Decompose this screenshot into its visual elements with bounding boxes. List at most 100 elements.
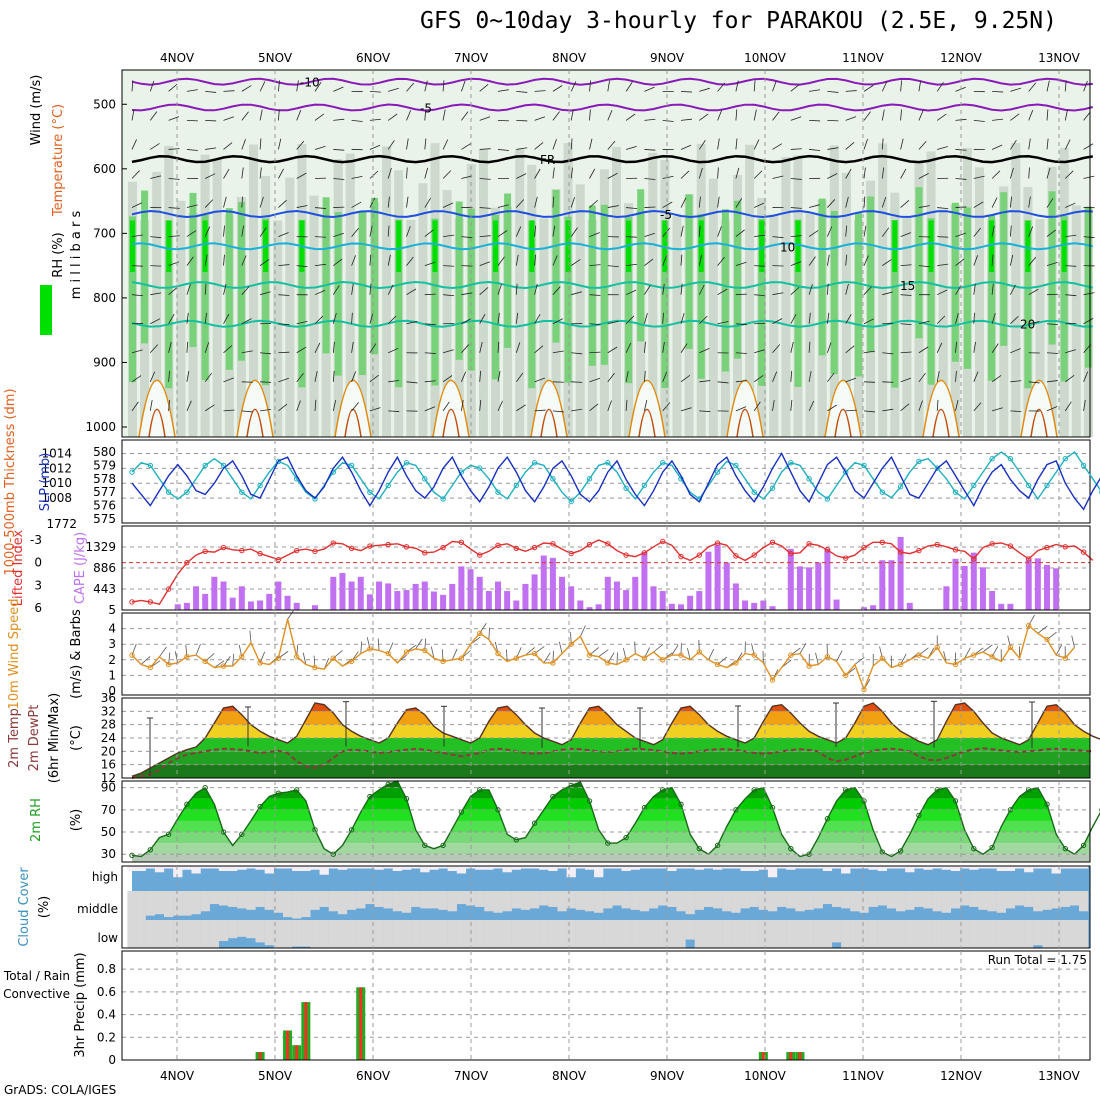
cape-bar bbox=[531, 574, 538, 610]
cloud-gap bbox=[273, 891, 284, 913]
cloud-gap bbox=[401, 891, 412, 913]
cloud-gap bbox=[438, 920, 448, 948]
lifted-index-point bbox=[843, 555, 849, 561]
wind-barb bbox=[882, 408, 894, 412]
thickness-point bbox=[824, 496, 831, 502]
wind10m-barb bbox=[214, 660, 225, 668]
warm-dome-inner bbox=[638, 408, 656, 438]
rh-band-mid bbox=[927, 218, 935, 385]
cape-bar bbox=[687, 595, 694, 610]
wind-barb bbox=[149, 111, 158, 121]
cloud-gap bbox=[786, 891, 796, 909]
cape-bar bbox=[742, 600, 749, 610]
cloud-gap bbox=[667, 920, 677, 948]
cloud-gap bbox=[530, 891, 540, 909]
wind-barb bbox=[735, 380, 747, 383]
cloud-gap bbox=[200, 891, 210, 912]
cloud-gap bbox=[749, 866, 759, 871]
date-label-bottom: 6NOV bbox=[356, 1069, 391, 1083]
temp-band bbox=[132, 703, 1090, 712]
cloud-gap bbox=[612, 920, 622, 948]
wind-barb bbox=[479, 84, 489, 92]
wind-barb bbox=[223, 90, 235, 92]
cloud-gap bbox=[337, 891, 348, 915]
cloud-gap bbox=[127, 920, 137, 948]
isotherm-label: -5 bbox=[660, 208, 672, 222]
wind-barb bbox=[369, 374, 379, 383]
lifted-index-point bbox=[513, 545, 519, 552]
rh-band-high bbox=[928, 220, 934, 273]
cloud-gap bbox=[960, 920, 970, 948]
wind-barb bbox=[900, 403, 910, 412]
cloud-gap bbox=[1024, 866, 1034, 873]
lifted-index-point bbox=[422, 550, 428, 556]
wind-barb bbox=[260, 381, 272, 383]
wind-barb bbox=[698, 140, 706, 150]
thickness-point bbox=[165, 489, 172, 495]
cloud-gap bbox=[859, 920, 869, 948]
cape-bar bbox=[229, 597, 236, 610]
wind-barb bbox=[827, 404, 837, 412]
cloud-gap bbox=[603, 891, 613, 909]
cape-bar bbox=[183, 602, 190, 610]
wind-barb bbox=[881, 81, 888, 92]
wind-barb bbox=[1046, 167, 1051, 179]
cloud-gap bbox=[841, 891, 851, 909]
wind-barb bbox=[442, 202, 454, 208]
wind-barb bbox=[241, 410, 253, 413]
cloud-gap bbox=[292, 920, 302, 947]
wind-barb bbox=[1010, 113, 1020, 121]
wind-barb bbox=[461, 292, 473, 296]
isotherm-label: 15 bbox=[900, 279, 915, 293]
cloud-gap bbox=[356, 920, 366, 948]
lifted-index-point bbox=[403, 544, 410, 550]
cloud-gap bbox=[447, 866, 457, 871]
wind-barb bbox=[753, 375, 764, 383]
cloud-gap bbox=[758, 920, 769, 948]
wind-barb bbox=[205, 147, 217, 150]
rh-band-light bbox=[878, 143, 888, 437]
wind-barb bbox=[296, 320, 308, 325]
slp-tick: 1014 bbox=[41, 446, 72, 460]
cloud-gap bbox=[566, 866, 576, 878]
thickness-tick: 575 bbox=[93, 512, 116, 526]
rh-band-mid bbox=[830, 211, 838, 375]
rh-band-mid bbox=[358, 211, 366, 376]
wind-barb bbox=[918, 320, 930, 325]
cloud-gap bbox=[173, 891, 183, 916]
wind-barb bbox=[863, 196, 866, 208]
wind-barb bbox=[735, 323, 747, 326]
wind-barb bbox=[626, 207, 638, 209]
date-label-bottom: 9NOV bbox=[650, 1069, 685, 1083]
wind-barb bbox=[223, 283, 227, 295]
wind-barb bbox=[278, 403, 288, 412]
warm-dome-inner bbox=[148, 408, 166, 438]
wind-barb bbox=[1064, 80, 1067, 92]
rh2m-point bbox=[129, 852, 135, 859]
cloud-gap bbox=[740, 920, 750, 948]
rh-band-light bbox=[152, 171, 162, 437]
wind-barb bbox=[332, 313, 337, 324]
wind-barb bbox=[644, 400, 648, 411]
wind10m-point bbox=[861, 686, 867, 693]
cloud-gap bbox=[237, 866, 247, 870]
temp-tick: 36 bbox=[101, 691, 116, 705]
wind-barb bbox=[223, 168, 230, 179]
wind-barb bbox=[314, 263, 326, 267]
cloud-gap bbox=[411, 920, 421, 948]
wind-barb bbox=[1064, 109, 1068, 121]
cloud-gap bbox=[1005, 920, 1016, 948]
wind10m-barb bbox=[415, 638, 423, 650]
wind-barb bbox=[296, 346, 307, 354]
wind-barb bbox=[662, 341, 665, 353]
cape-bar bbox=[604, 576, 611, 610]
wind-barb bbox=[515, 226, 522, 237]
lifted-index-point bbox=[1080, 549, 1087, 555]
cloud-gap bbox=[923, 891, 933, 909]
cape-bar bbox=[696, 591, 703, 610]
cape-bar bbox=[632, 576, 639, 610]
cloud-gap bbox=[411, 891, 421, 907]
lifted-index-point bbox=[1026, 556, 1032, 562]
temp-band bbox=[132, 738, 1090, 752]
wind-barb bbox=[424, 380, 436, 383]
